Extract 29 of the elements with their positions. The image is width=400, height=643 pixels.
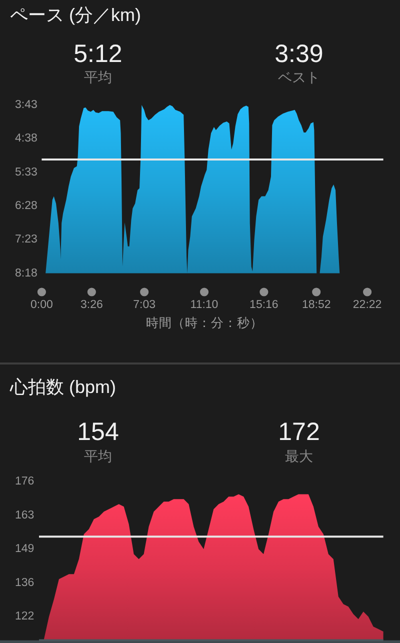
annotation: 5:12 <box>74 40 122 68</box>
annotation: 172 <box>278 418 320 446</box>
annotation: 154 <box>77 418 119 446</box>
annotation: ベスト <box>278 69 320 85</box>
x-tick-label: 7:03 <box>133 299 156 311</box>
y-tick-label: 122 <box>15 610 34 623</box>
x-tick-label: 22:22 <box>352 299 382 311</box>
x-tick-label: 11:10 <box>190 299 218 311</box>
title: ペース (分／km) <box>10 5 141 25</box>
x-tick-label: 15:16 <box>250 299 278 311</box>
y-tick-label: 7:23 <box>15 234 38 246</box>
annotation: 平均 <box>84 448 112 464</box>
y-tick-label: 163 <box>15 509 34 522</box>
y-tick-label: 176 <box>15 476 34 488</box>
title: 心拍数 (bpm) <box>10 377 116 397</box>
y-tick-label: 6:28 <box>15 200 38 212</box>
annotation: 最大 <box>285 448 313 464</box>
y-tick-label: 149 <box>15 543 34 556</box>
y-tick-label: 4:38 <box>15 132 38 145</box>
x-tick-label: 18:52 <box>302 299 331 311</box>
x-tick-label: 0:00 <box>30 299 53 311</box>
y-tick-label: 136 <box>15 576 34 589</box>
x-tick-label: 3:26 <box>80 299 103 311</box>
annotation: 平均 <box>84 69 112 85</box>
annotation: 3:39 <box>274 40 324 68</box>
y-tick-label: 8:18 <box>15 267 38 280</box>
y-tick-label: 5:33 <box>15 166 38 178</box>
xlabel: 時間（時：分：秒） <box>146 316 263 330</box>
y-tick-label: 3:43 <box>15 99 38 111</box>
